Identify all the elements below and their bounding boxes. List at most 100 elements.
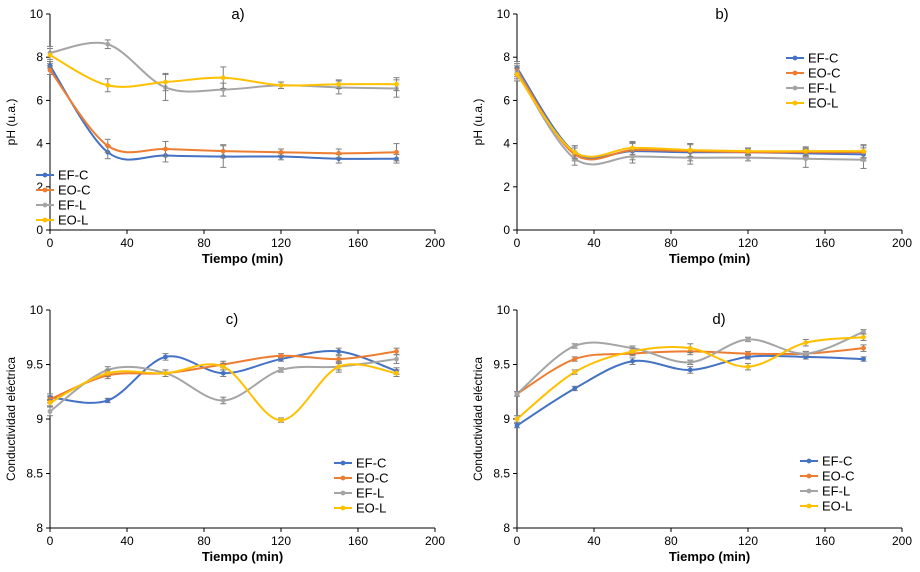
legend-label: EO-L <box>58 213 88 228</box>
data-point <box>336 356 342 362</box>
y-axis-label: pH (u.a.) <box>471 99 485 146</box>
x-tick-label: 120 <box>271 236 291 250</box>
data-point <box>394 370 399 376</box>
data-point <box>861 329 866 335</box>
data-point <box>572 343 578 349</box>
x-tick-label: 160 <box>815 534 835 548</box>
x-tick-label: 40 <box>120 534 134 548</box>
legend-marker <box>340 460 346 466</box>
y-axis-label: Conductividad eléctrica <box>471 357 485 481</box>
x-tick-label: 40 <box>587 236 601 250</box>
y-tick-label: 4 <box>503 137 510 151</box>
x-axis-label: Tiempo (min) <box>669 549 750 564</box>
y-tick-label: 8.5 <box>493 467 510 481</box>
data-point <box>336 81 342 87</box>
x-tick-label: 200 <box>892 534 912 548</box>
data-point <box>47 52 53 58</box>
y-axis-label: pH (u.a.) <box>4 99 18 146</box>
data-point <box>105 82 111 88</box>
data-point <box>220 364 226 370</box>
data-point <box>163 79 168 85</box>
y-axis-label: Conductividad eléctrica <box>4 357 18 481</box>
data-point <box>745 364 751 370</box>
x-tick-label: 160 <box>815 236 835 250</box>
x-tick-label: 160 <box>348 236 368 250</box>
data-point <box>803 156 809 162</box>
y-tick-label: 0 <box>503 223 510 237</box>
legend-label: EF-L <box>356 486 384 501</box>
x-tick-label: 120 <box>738 534 758 548</box>
data-point <box>803 351 809 356</box>
chart-panel-c: 8 8.5 9 9.5 10 0 40 80 120 160 200 Tiempo (min) Cond… <box>4 303 445 564</box>
data-point <box>514 423 520 428</box>
data-point <box>630 358 635 364</box>
legend-marker <box>792 85 798 91</box>
data-point <box>861 148 866 154</box>
x-tick-label: 80 <box>197 534 211 548</box>
x-tick-label: 200 <box>425 236 445 250</box>
x-tick-label: 200 <box>425 534 445 548</box>
legend-marker <box>42 217 48 223</box>
data-point <box>572 369 578 375</box>
y-tick-label: 10 <box>30 7 44 21</box>
data-point <box>105 41 111 47</box>
series-eo-l <box>47 360 400 423</box>
x-tick-label: 120 <box>738 236 758 250</box>
y-tick-label: 2 <box>503 180 510 194</box>
x-tick-label: 40 <box>120 236 134 250</box>
data-point <box>514 72 520 77</box>
data-point <box>336 349 342 354</box>
chart-panel-a: 0 2 4 6 8 10 0 40 80 120 160 200 Tiempo (min) pH (u.a… <box>4 6 445 266</box>
data-point <box>105 398 111 403</box>
data-point <box>278 82 284 88</box>
y-tick-label: 9 <box>36 412 43 426</box>
chart-title: d) <box>712 311 725 328</box>
legend-label: EO-L <box>822 499 852 514</box>
data-point <box>514 416 520 422</box>
series-eo-l <box>47 48 400 93</box>
data-point <box>803 340 809 346</box>
y-tick-label: 10 <box>497 7 511 21</box>
chart-panel-d: 8 8.5 9 9.5 10 0 40 80 120 160 200 Tiempo (min) Cond… <box>471 303 912 564</box>
legend-label: EF-C <box>808 51 838 66</box>
data-point <box>630 349 635 354</box>
legend-marker <box>340 505 346 511</box>
data-point <box>745 155 751 161</box>
data-point <box>687 359 693 365</box>
y-tick-label: 6 <box>503 93 510 107</box>
data-point <box>105 370 111 376</box>
data-point <box>220 75 226 81</box>
y-tick-label: 8 <box>503 50 510 64</box>
legend-marker <box>42 202 48 208</box>
series-eo-l <box>514 67 867 160</box>
x-tick-label: 0 <box>514 534 521 548</box>
x-tick-label: 0 <box>514 236 521 250</box>
legend-marker <box>42 172 48 178</box>
data-point <box>394 349 399 354</box>
legend-label: EF-L <box>822 484 850 499</box>
legend-marker <box>806 503 812 509</box>
data-point <box>220 148 226 154</box>
x-axis-label: Tiempo (min) <box>202 251 283 266</box>
legend-label: EF-C <box>822 454 852 469</box>
legend-label: EO-L <box>808 96 838 111</box>
data-point <box>687 147 693 153</box>
data-point <box>47 67 53 73</box>
series-ef-c <box>514 354 867 429</box>
data-point <box>220 398 226 403</box>
legend-marker <box>806 458 812 464</box>
legend-marker <box>792 70 798 76</box>
x-axis-label: Tiempo (min) <box>669 251 750 266</box>
data-point <box>745 337 751 342</box>
y-tick-label: 2 <box>36 180 43 194</box>
y-tick-label: 10 <box>497 303 511 317</box>
data-point <box>336 364 342 370</box>
data-point <box>572 386 578 391</box>
data-point <box>687 367 693 373</box>
data-point <box>220 370 226 376</box>
x-tick-label: 80 <box>664 236 678 250</box>
legend-marker <box>340 490 346 496</box>
legend: EF-CEO-CEF-LEO-L <box>36 168 91 228</box>
data-point <box>630 145 635 151</box>
